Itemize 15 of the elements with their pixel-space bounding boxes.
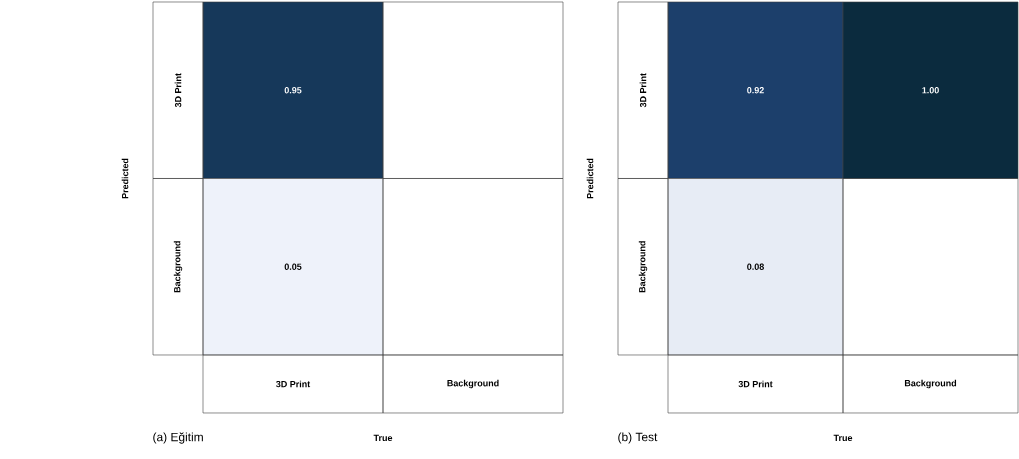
x-tick-label: Background (447, 379, 499, 389)
y-axis-title: Predicted (121, 158, 129, 199)
data-label: 0.95 (284, 87, 302, 94)
x-tick-label: 3D Print (276, 380, 311, 388)
data-label: 0.05 (284, 263, 302, 270)
data-label: 0.08 (747, 263, 764, 270)
x-tick-label: Background (904, 379, 957, 389)
data-label: 0.92 (747, 87, 764, 94)
data-label: 1.00 (922, 87, 939, 94)
text: (a) Eğitim (153, 432, 203, 444)
x-axis-title: True (373, 434, 393, 442)
y-axis-title: Predicted (586, 158, 594, 199)
x-axis-title: True (833, 434, 853, 442)
text: (b) Test (618, 432, 658, 444)
x-tick-label: 3D Print (738, 380, 773, 388)
